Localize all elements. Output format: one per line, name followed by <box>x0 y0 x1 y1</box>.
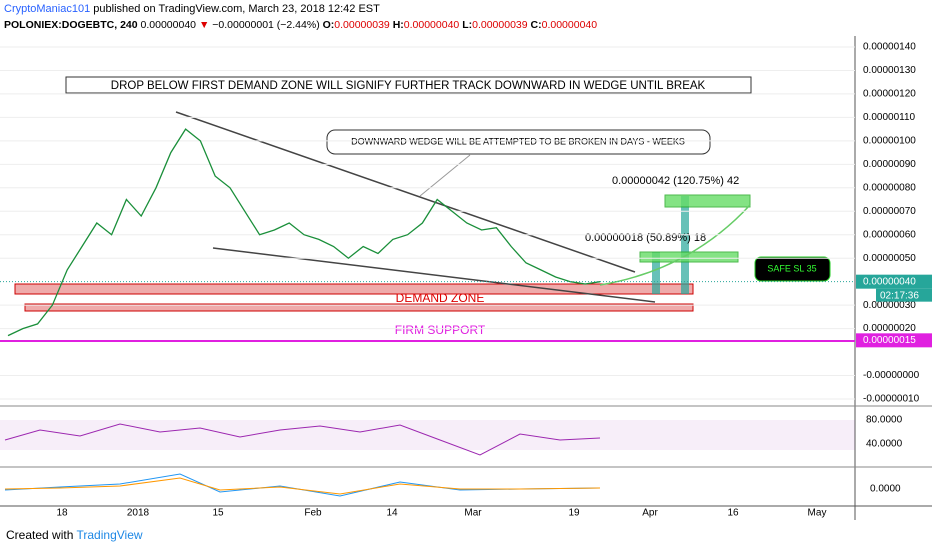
demand-label: DEMAND ZONE <box>396 291 485 305</box>
brand[interactable]: TradingView <box>76 528 143 542</box>
stop: SAFE SL 35 <box>767 263 816 273</box>
callout <box>419 154 471 197</box>
high: 0.00000040 <box>403 19 460 31</box>
time-label: 18 <box>56 508 68 519</box>
time-label: Mar <box>464 508 482 519</box>
time-label: 16 <box>727 508 739 519</box>
price-label: 0.00000090 <box>863 159 916 170</box>
price-label: -0.00000010 <box>863 394 920 405</box>
header-line-2: POLONIEX:DOGEBTC, 240 0.00000040 ▼ −0.00… <box>4 19 597 31</box>
price-label: 0.00000080 <box>863 182 916 193</box>
author[interactable]: CryptoManiac101 <box>4 3 91 15</box>
price-label: 0.00000100 <box>863 136 916 147</box>
note-box <box>65 76 752 94</box>
price-label: 0.00000120 <box>863 89 916 100</box>
arrow: ▼ <box>198 19 210 31</box>
time-label: 15 <box>212 508 224 519</box>
price-label: 0.00000110 <box>863 112 916 123</box>
current-price: 0.00000040 <box>863 276 916 287</box>
time-label: 2018 <box>127 508 150 519</box>
price-label: 0.00000050 <box>863 253 916 264</box>
h-label: H: <box>392 19 404 31</box>
target-2: 0.00000042 (120.75%) 42 <box>612 175 739 187</box>
current-price-tag <box>856 274 932 289</box>
projection <box>599 204 751 286</box>
rsi-80: 80.0000 <box>866 415 903 426</box>
time-label: Feb <box>304 508 322 519</box>
price-line <box>7 128 601 337</box>
published: published on TradingView.com, March 23, … <box>93 3 380 15</box>
c-label: C: <box>530 19 542 31</box>
support-label: FIRM SUPPORT <box>395 323 486 337</box>
support-tag <box>856 333 932 348</box>
header-line-1: CryptoManiac101 published on TradingView… <box>4 3 380 15</box>
last: 0.00000040 <box>140 19 197 31</box>
countdown-tag <box>876 288 932 302</box>
demand-zone-2 <box>24 303 694 312</box>
support-price: 0.00000015 <box>863 335 916 346</box>
wedge-lower <box>212 247 656 303</box>
price-label: 0.00000060 <box>863 229 916 240</box>
rsi-line <box>4 423 601 456</box>
rsi-40: 40.0000 <box>866 439 903 450</box>
note-wedge: DOWNWARD WEDGE WILL BE ATTEMPTED TO BE B… <box>351 136 685 146</box>
measure-2 <box>681 196 689 294</box>
stop-box <box>754 256 831 282</box>
target-zone-2 <box>664 194 751 208</box>
macd-0: 0.0000 <box>870 484 901 495</box>
target-1: 0.00000018 (50.89%) 18 <box>585 232 706 244</box>
price-label: 0.00000130 <box>863 65 916 76</box>
note-top: DROP BELOW FIRST DEMAND ZONE WILL SIGNIF… <box>111 80 706 92</box>
macd-line <box>4 473 601 497</box>
o-label: O: <box>322 19 335 31</box>
wedge-upper <box>175 111 636 273</box>
time-label: 19 <box>568 508 580 519</box>
target-zone-1 <box>639 251 739 263</box>
note-box <box>326 129 711 155</box>
measure-1 <box>652 252 660 294</box>
price-label: -0.00000000 <box>863 370 920 381</box>
price-label: 0.00000030 <box>863 300 916 311</box>
low: 0.00000039 <box>472 19 528 31</box>
time-label: Apr <box>642 508 658 519</box>
demand-zone-1 <box>14 283 694 295</box>
price-label: 0.00000140 <box>863 42 916 53</box>
close: 0.00000040 <box>541 19 598 31</box>
created: Created with <box>6 528 74 542</box>
l-label: L: <box>462 19 473 31</box>
time-label: 14 <box>386 508 398 519</box>
signal-line <box>4 477 601 495</box>
change: −0.00000001 (−2.44%) <box>212 19 320 31</box>
footer: Created with TradingView <box>6 528 143 542</box>
symbol: POLONIEX:DOGEBTC, 240 <box>4 19 138 31</box>
chart: DROP BELOW FIRST DEMAND ZONE WILL SIGNIF… <box>0 36 932 520</box>
plot-bg <box>0 36 855 506</box>
price-label: 0.00000020 <box>863 323 916 334</box>
countdown: 02:17:36 <box>880 290 919 301</box>
price-label: 0.00000070 <box>863 206 916 217</box>
open: 0.00000039 <box>334 19 390 31</box>
time-label: May <box>808 508 827 519</box>
